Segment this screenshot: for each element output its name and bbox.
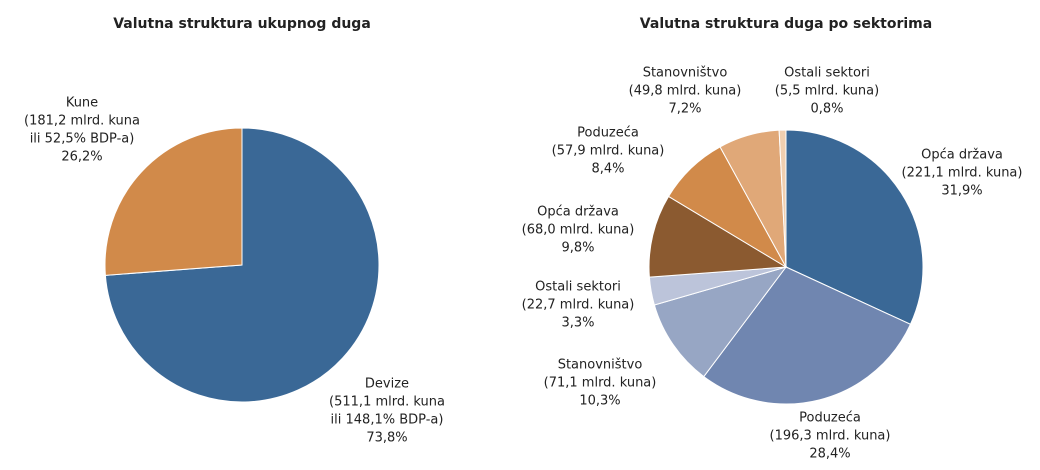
slice-note: (221,1 mlrd. kuna) xyxy=(902,166,1023,181)
slice-label: Ostali sektori xyxy=(535,280,621,295)
value-label: 7,2% xyxy=(668,102,701,117)
slice-label: Opća država xyxy=(921,148,1003,163)
slice-label: Kune xyxy=(66,96,98,111)
value-label: 8,4% xyxy=(591,162,624,177)
pie-slice xyxy=(648,195,788,278)
slice-label: Devize xyxy=(365,377,409,392)
slice-note: (196,3 mlrd. kuna) xyxy=(770,429,891,444)
value-label: 0,8% xyxy=(810,102,843,117)
value-label: 31,9% xyxy=(941,184,982,199)
value-label: 28,4% xyxy=(809,447,850,462)
value-label: 73,8% xyxy=(366,431,407,446)
slice-note: ili 148,1% BDP-a) xyxy=(331,413,444,428)
slice-label: Stanovništvo xyxy=(558,358,643,373)
slice-label: Opća država xyxy=(537,205,619,220)
slice-note: (181,2 mlrd. kuna xyxy=(24,114,140,129)
chart-title: Valutna struktura ukupnog duga xyxy=(113,16,371,32)
value-label: 9,8% xyxy=(561,241,594,256)
slice-note: ili 52,5% BDP-a) xyxy=(30,132,135,147)
value-label: 26,2% xyxy=(61,150,102,165)
value-label: 10,3% xyxy=(579,394,620,409)
slice-label: Poduzeća xyxy=(577,126,639,141)
slice-note: (22,7 mlrd. kuna) xyxy=(522,298,635,313)
slice-note: (68,0 mlrd. kuna) xyxy=(522,223,635,238)
slice-note: (49,8 mlrd. kuna) xyxy=(629,84,742,99)
slice-label: Poduzeća xyxy=(799,411,861,426)
pie-slice xyxy=(653,266,788,378)
slice-note: (511,1 mlrd. kuna xyxy=(329,395,445,410)
pie-slice xyxy=(778,129,787,268)
pie-slice xyxy=(703,266,912,405)
pie-slice xyxy=(785,129,924,325)
slice-note: (71,1 mlrd. kuna) xyxy=(544,376,657,391)
chart-title: Valutna struktura duga po sektorima xyxy=(640,16,932,32)
pie-slice xyxy=(104,127,243,276)
slice-note: (5,5 mlrd. kuna) xyxy=(775,84,879,99)
slice-label: Stanovništvo xyxy=(643,66,728,81)
value-label: 3,3% xyxy=(561,316,594,331)
slice-label: Ostali sektori xyxy=(784,66,870,81)
slice-note: (57,9 mlrd. kuna) xyxy=(552,144,665,159)
